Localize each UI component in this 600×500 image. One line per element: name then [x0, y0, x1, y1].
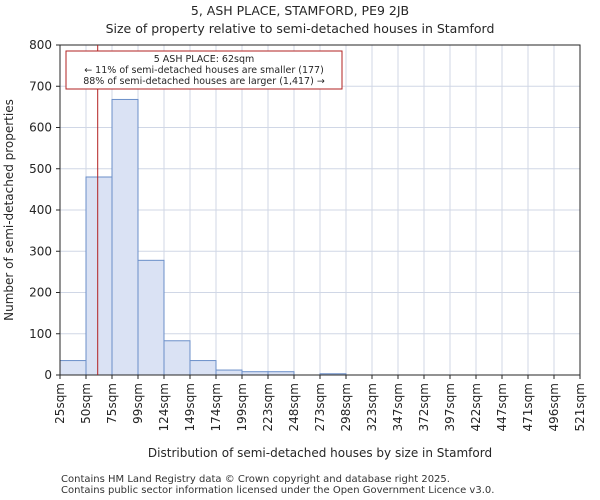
y-tick-label: 0 [44, 368, 52, 382]
y-tick-label: 200 [29, 286, 52, 300]
x-tick-label: 521sqm [573, 383, 587, 431]
x-tick-label: 174sqm [209, 383, 223, 431]
x-tick-label: 248sqm [287, 383, 301, 431]
y-tick-label: 800 [29, 38, 52, 52]
x-tick-label: 99sqm [131, 383, 145, 424]
x-tick-label: 199sqm [235, 383, 249, 431]
bar-174sqm [215, 369, 243, 376]
y-tick-label: 400 [29, 203, 52, 217]
x-tick-label: 447sqm [495, 383, 509, 431]
y-tick-label: 100 [29, 327, 52, 341]
y-axis-label: Number of semi-detached properties [2, 99, 16, 321]
chart-title: 5, ASH PLACE, STAMFORD, PE9 2JB [190, 3, 410, 18]
bar-75sqm [111, 98, 139, 376]
x-tick-label: 124sqm [157, 383, 171, 431]
x-tick-label: 397sqm [443, 383, 457, 431]
bar-124sqm [163, 340, 191, 376]
bar-99sqm [137, 259, 165, 376]
bars [59, 98, 347, 376]
y-axis: 0 100 200 300 400 500 600 700 800 [29, 38, 60, 382]
y-tick-label: 700 [29, 79, 52, 93]
annotation-line-1: 5 ASH PLACE: 62sqm [154, 54, 255, 65]
footer-line-1: Contains HM Land Registry data © Crown c… [61, 474, 450, 485]
y-tick-label: 500 [29, 162, 52, 176]
annotation-line-3: 88% of semi-detached houses are larger (… [83, 76, 325, 87]
x-tick-label: 50sqm [79, 383, 93, 424]
x-tick-label: 25sqm [53, 383, 67, 424]
y-tick-label: 600 [29, 121, 52, 135]
x-tick-label: 471sqm [521, 383, 535, 431]
chart-subtitle: Size of property relative to semi-detach… [105, 21, 495, 36]
x-tick-label: 372sqm [417, 383, 431, 431]
x-tick-label: 149sqm [183, 383, 197, 431]
x-axis: 25sqm 50sqm 75sqm 99sqm 124sqm 149sqm 174sqm 19… [53, 375, 587, 431]
annotation-line-2: ← 11% of semi-detached houses are smalle… [84, 65, 324, 76]
annotation-box: 5 ASH PLACE: 62sqm ← 11% of semi-detache… [65, 50, 343, 90]
x-tick-label: 323sqm [365, 383, 379, 431]
y-tick-label: 300 [29, 244, 52, 258]
bar-25sqm [59, 360, 87, 376]
x-tick-label: 298sqm [339, 383, 353, 431]
annotation-box-frame [65, 50, 343, 90]
bar-149sqm [189, 360, 217, 376]
x-tick-label: 347sqm [391, 383, 405, 431]
x-tick-label: 422sqm [469, 383, 483, 431]
x-tick-label: 223sqm [261, 383, 275, 431]
x-tick-label: 273sqm [313, 383, 327, 431]
x-tick-label: 496sqm [547, 383, 561, 431]
footer-line-2: Contains public sector information licen… [61, 485, 495, 496]
x-axis-label: Distribution of semi-detached houses by … [148, 446, 492, 460]
x-tick-label: 75sqm [105, 383, 119, 424]
bar-50sqm [85, 176, 113, 376]
